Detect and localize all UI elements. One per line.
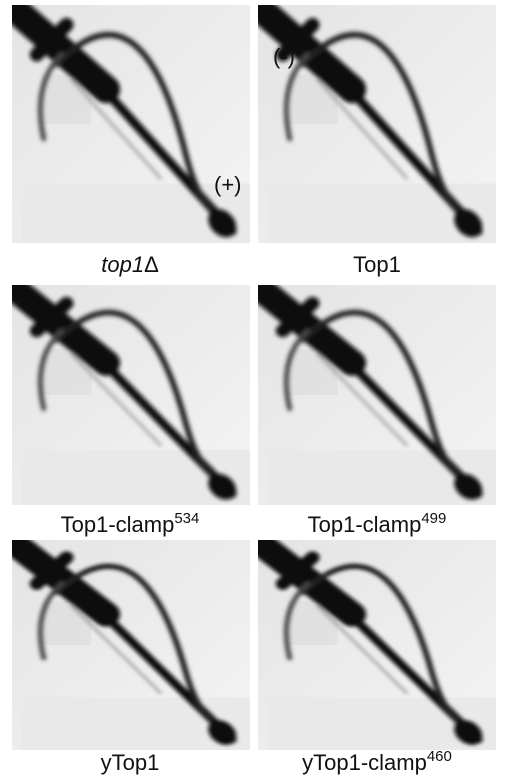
label-text: Top1 — [353, 252, 401, 277]
annotation: (+) — [214, 172, 242, 197]
label-text: top1 — [101, 252, 144, 277]
label-text: Top1-clamp — [61, 512, 175, 537]
label-text: yTop1-clamp — [302, 750, 427, 775]
gel-image — [258, 285, 496, 505]
label-text: Top1-clamp — [308, 512, 422, 537]
gel-image — [258, 5, 496, 243]
panel-label: Top1-clamp499 — [308, 510, 447, 537]
label-text: yTop1 — [101, 750, 160, 775]
panel-label: Top1 — [353, 252, 401, 277]
gel-image — [12, 285, 250, 505]
panel-label: Top1-clamp534 — [61, 510, 200, 537]
panel-label: top1Δ — [101, 252, 159, 277]
label-text: 499 — [421, 510, 446, 527]
label-text: Δ — [144, 252, 159, 277]
label-text: 460 — [427, 748, 452, 765]
label-text: 534 — [174, 510, 199, 527]
gel-image — [258, 540, 496, 750]
panel-label: yTop1-clamp460 — [302, 748, 452, 775]
figure: (-) (+) top1Δ Top1 Top1-clamp534 Top1-cl… — [0, 0, 508, 776]
gel-image — [12, 540, 250, 750]
annotation: (-) — [273, 44, 295, 69]
panel-label: yTop1 — [101, 750, 160, 775]
gel-image — [12, 5, 250, 243]
